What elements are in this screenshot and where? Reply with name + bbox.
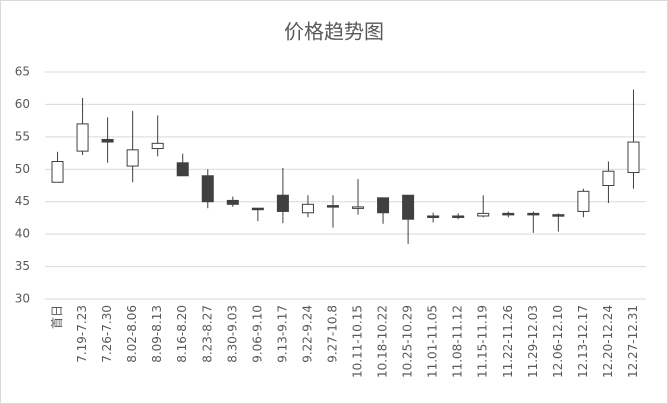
y-tick-label: 35 [15, 259, 30, 273]
candle-body [151, 142, 164, 150]
candle-body [502, 212, 515, 216]
x-tick-label: 首日 [50, 305, 64, 329]
candle-body [352, 206, 365, 209]
candle-body [627, 141, 640, 174]
x-tick-label: 9.13-9.17 [275, 305, 289, 363]
candle-body [76, 123, 89, 152]
candle-body [602, 170, 615, 187]
chart-title: 价格趋势图 [284, 20, 384, 44]
x-tick-label: 8.16-8.20 [175, 305, 189, 363]
candle-body [477, 212, 490, 217]
y-tick-label: 65 [15, 65, 30, 79]
x-tick-label: 12.13-12.17 [576, 305, 590, 378]
candle-body [101, 138, 114, 143]
candle-body [577, 190, 590, 212]
candle-body [527, 212, 540, 216]
candle-body [201, 175, 214, 203]
x-tick-label: 12.27-12.31 [626, 305, 640, 378]
candle-body [301, 203, 314, 214]
x-tick-label: 8.02-8.06 [125, 305, 139, 363]
candle-body [377, 197, 390, 214]
x-tick-label: 10.11-10.15 [351, 305, 365, 378]
x-tick-label: 8.30-9.03 [225, 305, 239, 363]
x-tick-label: 11.15-11.19 [476, 305, 490, 378]
y-tick-label: 60 [15, 97, 30, 111]
x-tick-label: 8.09-8.13 [150, 305, 164, 363]
candle-body [126, 149, 139, 167]
x-tick-label: 12.20-12.24 [601, 305, 615, 378]
y-tick-label: 30 [15, 292, 30, 306]
candle-body [251, 207, 264, 211]
x-tick-label: 7.26-7.30 [100, 305, 114, 363]
candle-body [452, 215, 465, 218]
x-tick-label: 7.19-7.23 [75, 305, 89, 363]
x-tick-label: 11.29-12.03 [526, 305, 540, 378]
x-tick-label: 8.23-8.27 [200, 305, 214, 363]
x-tick-label: 9.22-9.24 [300, 305, 314, 363]
candle-body [226, 199, 239, 205]
candle-body [326, 205, 339, 208]
x-tick-label: 11.01-11.05 [426, 305, 440, 378]
y-tick-label: 45 [15, 194, 30, 208]
x-tick-label: 10.25-10.29 [401, 305, 415, 378]
candle-body [176, 162, 189, 177]
candle-body [552, 214, 565, 217]
candle-body [276, 194, 289, 212]
x-tick-label: 9.06-9.10 [250, 305, 264, 363]
x-tick-label: 10.18-10.22 [376, 305, 390, 378]
y-tick-label: 55 [15, 129, 30, 143]
x-tick-label: 11.08-11.12 [451, 305, 465, 378]
y-tick-label: 50 [15, 162, 30, 176]
candle-body [427, 215, 440, 218]
y-tick-label: 40 [15, 227, 30, 241]
candle-body [51, 161, 64, 183]
x-tick-label: 9.27-10.8 [325, 305, 339, 363]
x-tick-label: 11.22-11.26 [501, 305, 515, 378]
candle-body [402, 194, 415, 220]
x-tick-label: 12.06-12.10 [551, 305, 565, 378]
